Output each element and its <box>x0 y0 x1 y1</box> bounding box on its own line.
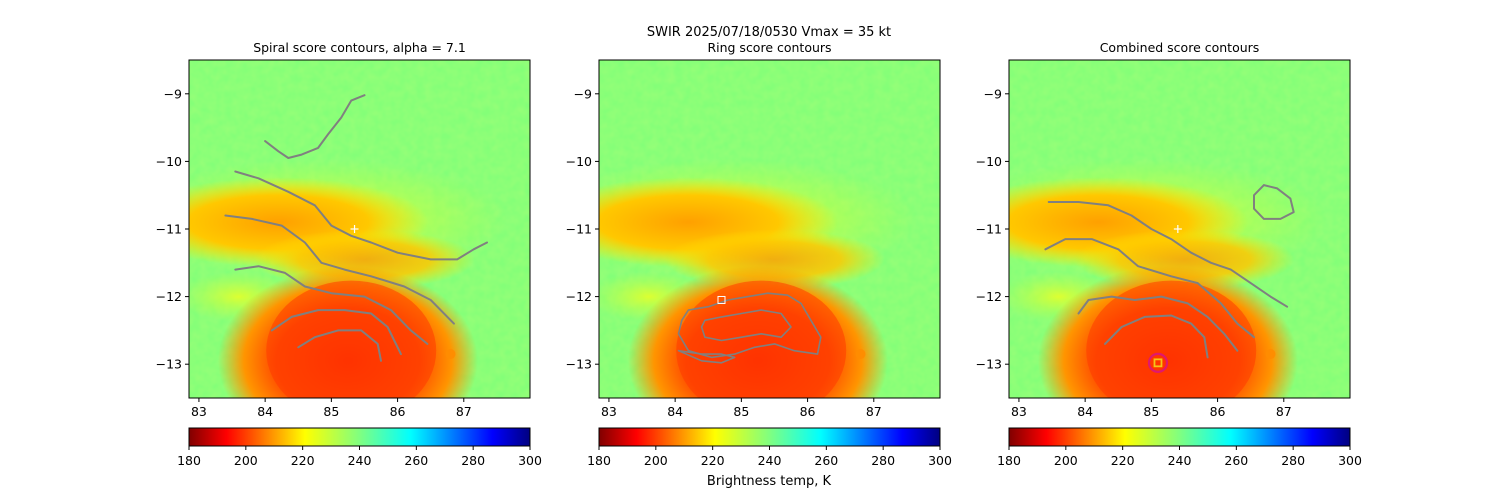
storm-center-marker <box>350 225 359 233</box>
panel-combined: Combined score contours 83 84 85 86 87 −9 −10 −1… <box>976 40 1362 468</box>
colorbar-tick-label: 220 <box>291 453 315 468</box>
colorbar-spiral: 180 200 220 240 260 280 300 <box>177 427 542 468</box>
y-tick-label: −10 <box>566 154 592 169</box>
colorbar-tick-label: 180 <box>177 453 201 468</box>
x-tick-label: 85 <box>1143 404 1159 419</box>
x-tick-label: 86 <box>800 404 816 419</box>
colorbar-tick-label: 300 <box>1338 453 1362 468</box>
contour-line <box>700 309 792 342</box>
colorbar-tick-label: 280 <box>1281 453 1305 468</box>
contour-line <box>677 349 736 364</box>
contour-line <box>1104 314 1209 359</box>
colorbar-tick-label: 240 <box>348 453 372 468</box>
colorbar-gradient <box>188 427 531 447</box>
x-tick-label: 87 <box>456 404 472 419</box>
brightness-field-spiral <box>189 60 530 398</box>
y-tick-label: −13 <box>156 357 182 372</box>
colorbar-ring: 180 200 220 240 260 280 300 <box>587 427 952 468</box>
colorbar-label: Brightness temp, K <box>707 474 832 489</box>
y-tick-label: −11 <box>566 222 592 237</box>
y-tick-label: −10 <box>976 154 1002 169</box>
contour-line <box>1047 201 1289 308</box>
y-tick-label: −13 <box>976 357 1002 372</box>
colorbar-tick-label: 240 <box>1168 453 1192 468</box>
contour-line <box>270 309 402 356</box>
y-tick-label: −11 <box>976 222 1002 237</box>
contour-line <box>234 170 488 261</box>
brightness-field-ring <box>599 60 940 398</box>
y-tick-label: −10 <box>156 154 182 169</box>
panel-title-ring: Ring score contours <box>707 40 831 55</box>
y-tick-label: −9 <box>164 86 182 101</box>
x-tick-label: 85 <box>323 404 339 419</box>
x-tick-label: 84 <box>667 404 683 419</box>
panel-title-combined: Combined score contours <box>1100 40 1260 55</box>
colorbar-tick-label: 180 <box>997 453 1021 468</box>
panel-title-spiral: Spiral score contours, alpha = 7.1 <box>253 40 466 55</box>
y-tick-label: −9 <box>984 86 1002 101</box>
colorbar-tick-label: 200 <box>1054 453 1078 468</box>
best-center-circle-marker <box>1147 352 1169 373</box>
contour-line <box>677 292 822 359</box>
brightness-field-combined <box>1009 60 1350 398</box>
contour-line <box>264 94 366 159</box>
colorbar-tick-label: 220 <box>701 453 725 468</box>
x-tick-label: 86 <box>390 404 406 419</box>
panel-spiral: Spiral score contours, alpha = 7.1 83 84 85… <box>156 40 542 468</box>
x-tick-label: 84 <box>1077 404 1093 419</box>
contour-line <box>297 329 382 362</box>
colorbar-tick-label: 300 <box>928 453 952 468</box>
colorbar-tick-label: 280 <box>461 453 485 468</box>
contour-line <box>234 265 429 345</box>
colorbar-tick-label: 300 <box>518 453 542 468</box>
colorbar-tick-label: 200 <box>644 453 668 468</box>
colorbar-tick-label: 280 <box>871 453 895 468</box>
colorbar-combined: 180 200 220 240 260 280 300 <box>997 427 1362 468</box>
colorbar-tick-label: 260 <box>1224 453 1248 468</box>
x-tick-label: 83 <box>191 404 207 419</box>
contour-line <box>1253 184 1295 220</box>
colorbar-tick-label: 260 <box>814 453 838 468</box>
contour-line <box>1077 295 1239 352</box>
x-tick-label: 85 <box>733 404 749 419</box>
x-tick-label: 83 <box>601 404 617 419</box>
y-tick-label: −12 <box>156 289 182 304</box>
storm-center-marker <box>1173 225 1182 233</box>
figure-suptitle: SWIR 2025/07/18/0530 Vmax = 35 kt <box>647 25 891 40</box>
square-marker <box>717 295 726 304</box>
x-tick-label: 83 <box>1011 404 1027 419</box>
colorbar-tick-label: 240 <box>758 453 782 468</box>
y-tick-label: −12 <box>566 289 592 304</box>
contour-line <box>224 214 455 325</box>
x-tick-label: 84 <box>257 404 273 419</box>
colorbar-tick-label: 220 <box>1111 453 1135 468</box>
colorbar-gradient <box>598 427 941 447</box>
y-tick-label: −11 <box>156 222 182 237</box>
y-tick-label: −12 <box>976 289 1002 304</box>
x-tick-label: 87 <box>1276 404 1292 419</box>
y-tick-label: −13 <box>566 357 592 372</box>
colorbar-tick-label: 200 <box>234 453 258 468</box>
x-tick-label: 87 <box>866 404 882 419</box>
square-marker <box>1153 358 1163 368</box>
x-tick-label: 86 <box>1210 404 1226 419</box>
y-tick-label: −9 <box>574 86 592 101</box>
colorbar-tick-label: 260 <box>404 453 428 468</box>
colorbar-gradient <box>1008 427 1351 447</box>
contour-line <box>1044 238 1255 339</box>
colorbar-tick-label: 180 <box>587 453 611 468</box>
panel-ring: Ring score contours 83 84 85 86 87 −9 −10 −11 −12… <box>566 40 952 468</box>
